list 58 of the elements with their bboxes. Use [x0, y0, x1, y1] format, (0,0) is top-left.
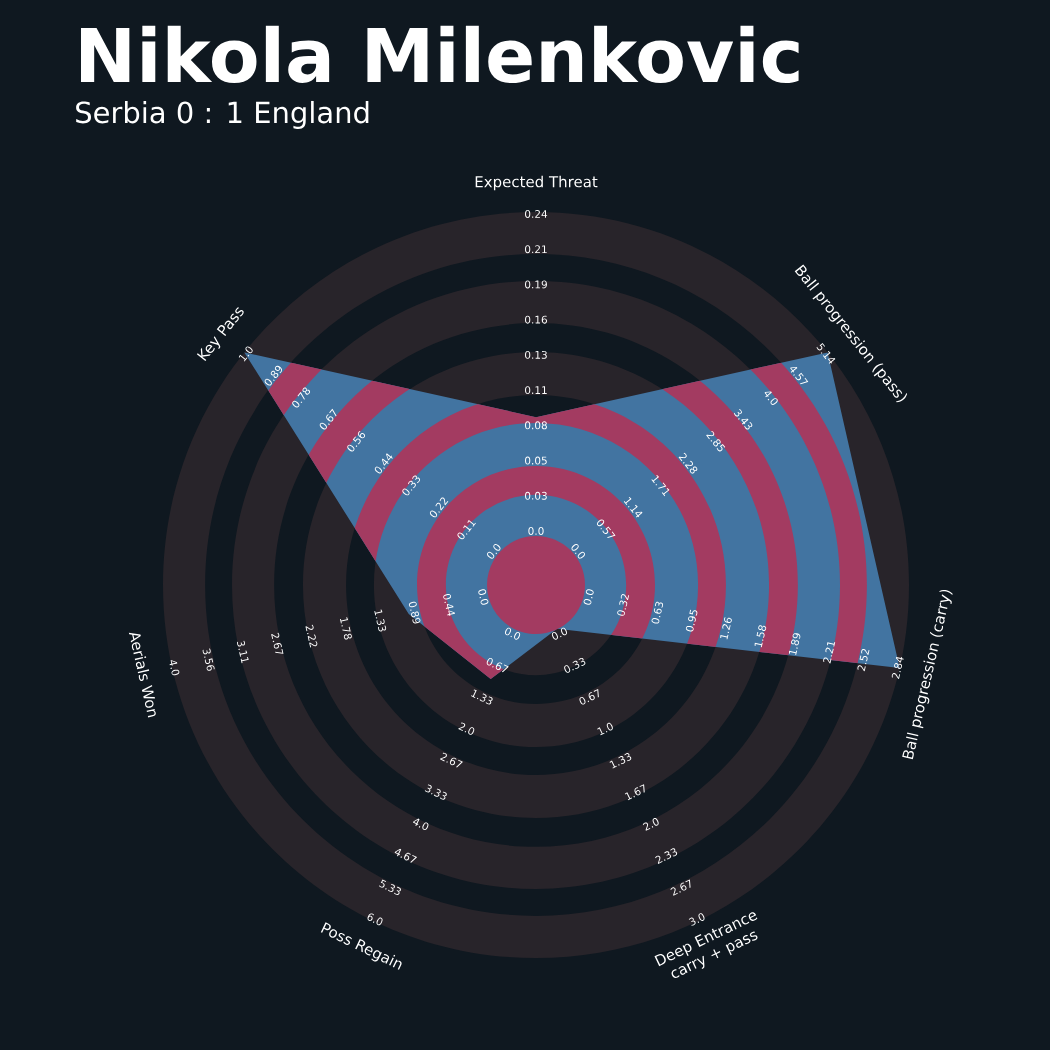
spoke-label: Aerials Won	[128, 632, 156, 718]
text: 2.52	[857, 648, 870, 672]
text: 0.11	[525, 386, 547, 395]
text: 1.0	[238, 346, 253, 362]
text: 0.0	[487, 544, 501, 559]
text: 0.05	[525, 456, 547, 465]
text: 5.33	[378, 879, 401, 895]
text: 1.33	[609, 753, 632, 769]
text: 1.33	[471, 689, 493, 705]
text: 2.22	[305, 624, 318, 648]
text: 2.67	[439, 752, 463, 768]
text: 0.67	[579, 688, 599, 705]
text: 3.11	[237, 640, 249, 664]
text: 0.19	[525, 280, 547, 289]
text: 0.24	[525, 210, 548, 218]
text: 2.33	[655, 848, 678, 864]
text: 3.33	[424, 784, 447, 800]
text: 2.84	[891, 656, 904, 680]
text: 0.0	[583, 589, 594, 605]
text: 2.0	[458, 722, 475, 735]
spoke-label: Expected Threat	[475, 175, 598, 191]
text: 0.63	[651, 601, 664, 624]
chart-title: Nikola Milenkovic	[80, 25, 799, 84]
text: 0.13	[525, 350, 547, 359]
text: 0.33	[564, 657, 586, 673]
text: 0.03	[525, 491, 547, 500]
text: 4.67	[394, 848, 417, 863]
text: 2.67	[670, 879, 691, 896]
text: 4.0	[412, 818, 429, 831]
text: 0.0	[571, 544, 586, 559]
text: 6.0	[367, 913, 383, 926]
text: 0.67	[486, 657, 509, 673]
chart-subtitle: Serbia 0 : 1 England	[76, 100, 369, 130]
text: 0.0	[551, 627, 568, 640]
text: 0.08	[525, 421, 547, 430]
text: 0.0	[478, 589, 489, 605]
text: 1.78	[339, 617, 352, 640]
text: 2.0	[642, 818, 659, 831]
text: 0.0	[528, 527, 544, 535]
text: 3.56	[202, 648, 215, 671]
text: 1.58	[754, 625, 767, 648]
text: 1.67	[624, 784, 645, 801]
text: 1.26	[720, 617, 732, 640]
text: 4.57	[790, 366, 809, 385]
text: 0.95	[685, 609, 698, 632]
text: 2.21	[823, 642, 836, 664]
text: 4.0	[764, 391, 778, 405]
text: 0.89	[408, 601, 421, 624]
text: 1.33	[374, 609, 387, 632]
text: 1.0	[597, 722, 613, 736]
text: 0.21	[525, 245, 547, 254]
text: 0.16	[525, 315, 548, 324]
text: 0.0	[504, 627, 521, 640]
text: 0.32	[617, 594, 630, 616]
text: 2.67	[271, 632, 284, 654]
text: 1.89	[788, 633, 801, 656]
text: 0.44	[443, 593, 455, 617]
text: 4.0	[169, 660, 180, 676]
